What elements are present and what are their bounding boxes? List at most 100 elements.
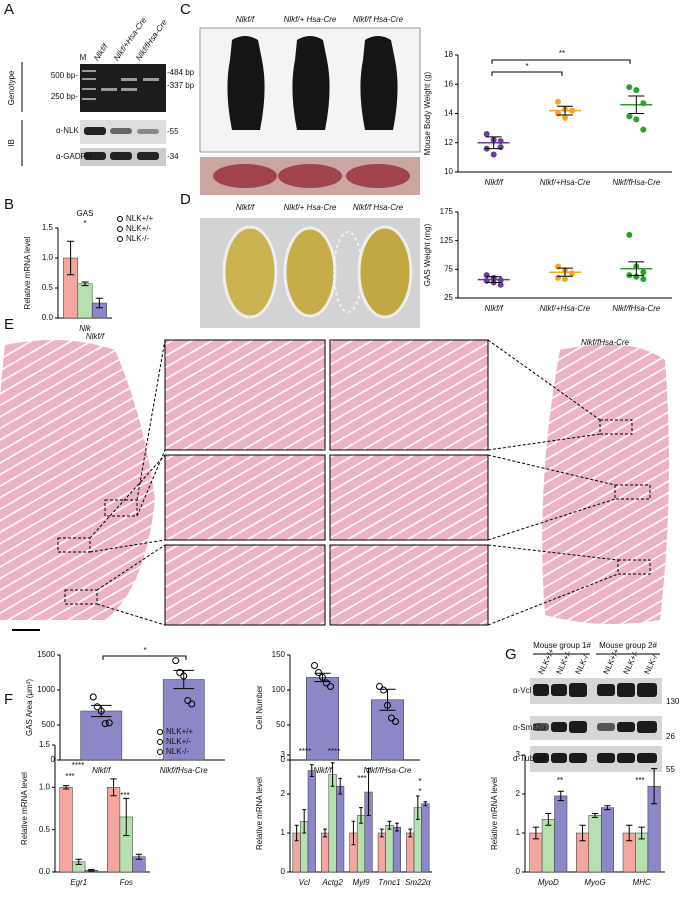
significance: ***: [635, 776, 644, 785]
data-point: [497, 144, 504, 151]
y-tick-label: 0: [281, 867, 286, 876]
data-point: [626, 113, 633, 120]
error-bar: [485, 136, 502, 150]
error-bar: [294, 824, 299, 842]
error-bar: [62, 785, 70, 790]
bar: [107, 787, 121, 873]
mice: [227, 36, 398, 130]
error-bar: [579, 824, 586, 842]
x-tick-label: Egr1: [70, 878, 87, 887]
data-point: [490, 151, 497, 158]
data-point: [555, 110, 561, 117]
bar: [392, 826, 402, 873]
error-bar: [123, 797, 130, 837]
data-point: [176, 669, 184, 676]
error-bar: [330, 762, 335, 787]
data-point: [188, 700, 196, 708]
bar: [588, 815, 602, 873]
x-tick-label: Nlkf/fHsa-Cre: [612, 178, 661, 187]
error-bar: [557, 790, 564, 802]
legend-marker: [157, 729, 163, 735]
data-point: [483, 130, 490, 137]
x-tick-label: Nlkf/f: [92, 766, 111, 775]
panel-letter: B: [4, 196, 14, 213]
lane-label: M: [80, 53, 87, 62]
muscles: [222, 225, 413, 319]
panel-letter: F: [4, 691, 13, 708]
bar: [59, 787, 73, 873]
y-tick-label: 0.5: [42, 283, 54, 292]
chart-title: GAS: [77, 209, 94, 218]
data-point: [380, 686, 387, 694]
y-axis-label: Relative mRNA level: [255, 777, 264, 850]
legend-marker: [157, 749, 163, 755]
error-bar: [110, 778, 117, 797]
significance: **: [557, 776, 563, 785]
y-tick-label: 0.5: [39, 825, 51, 834]
data-point: [97, 707, 105, 715]
y-tick-label: 1.5: [42, 223, 54, 232]
lane-label: Nlkf/f: [92, 42, 110, 63]
bar: [377, 832, 386, 873]
y-tick-label: 75: [444, 264, 453, 273]
error-bar: [557, 267, 573, 277]
y-tick-label: 1: [281, 828, 286, 837]
legend-marker: [117, 226, 123, 232]
y-axis-label: Relative mRNA level: [490, 777, 499, 850]
error-bar: [604, 805, 611, 811]
legend-entry: NLK+/-: [126, 224, 151, 233]
y-tick-label: 0: [516, 867, 521, 876]
photo-label: Nlkf/+ Hsa-Cre: [284, 203, 337, 212]
data-point: [497, 281, 504, 288]
error-bar: [379, 828, 384, 838]
error-bar: [651, 768, 658, 805]
bar: [554, 795, 568, 873]
error-bar: [532, 826, 539, 840]
y-tick-label: 500: [42, 720, 56, 729]
lane-label: NLK+/-: [555, 649, 574, 676]
error-bar: [557, 105, 573, 116]
x-tick-label: Fos: [120, 878, 133, 887]
y-tick-label: 50: [276, 720, 285, 729]
y-tick-label: 0.0: [42, 313, 54, 322]
data-point: [388, 714, 395, 722]
data-point: [640, 276, 647, 283]
y-tick-label: 3: [516, 750, 521, 759]
y-tick-label: 0: [51, 755, 56, 764]
significance: *: [83, 219, 86, 228]
legend-entry: NLK-/-: [126, 234, 149, 243]
x-tick-label: Myl9: [353, 878, 370, 887]
data-point: [562, 114, 568, 121]
antibody: α-GADPH: [56, 152, 92, 161]
data-point: [315, 669, 322, 676]
y-tick-label: 1.0: [42, 253, 54, 262]
lane-label: NLK+/-: [622, 649, 641, 676]
significance: ****: [72, 761, 84, 770]
y-tick-label: 16: [444, 79, 453, 88]
x-tick-label: MyoG: [584, 878, 605, 887]
y-axis-label: Mouse Body Weight (g): [423, 71, 432, 155]
photo-label: Nlkf/+ Hsa-Cre: [284, 15, 337, 24]
bracket: [491, 71, 563, 76]
y-tick-label: 175: [440, 207, 454, 216]
data-point: [569, 270, 575, 277]
legend-entry: NLK+/+: [126, 214, 153, 223]
y-axis-label: Cell Number: [255, 685, 264, 730]
bar: [356, 815, 366, 873]
error-bar: [338, 777, 343, 795]
error-bar: [626, 824, 633, 842]
tissue-zoom: [164, 339, 489, 626]
error-bar: [302, 809, 307, 834]
photo-label: Nlkf/f: [236, 15, 255, 24]
bar: [385, 824, 394, 873]
marker: 250 bp-: [51, 92, 78, 101]
error-bar: [95, 297, 103, 309]
error-bar: [408, 828, 413, 838]
significance: ***: [65, 772, 74, 781]
x-tick-label: Nlkf/fHsa-Cre: [363, 766, 412, 775]
x-tick-label: Nlkf/+Hsa-Cre: [540, 178, 591, 187]
bar: [421, 803, 430, 873]
y-tick-label: 1.5: [39, 740, 51, 749]
error-bar: [88, 868, 95, 872]
size: 130: [666, 697, 680, 706]
